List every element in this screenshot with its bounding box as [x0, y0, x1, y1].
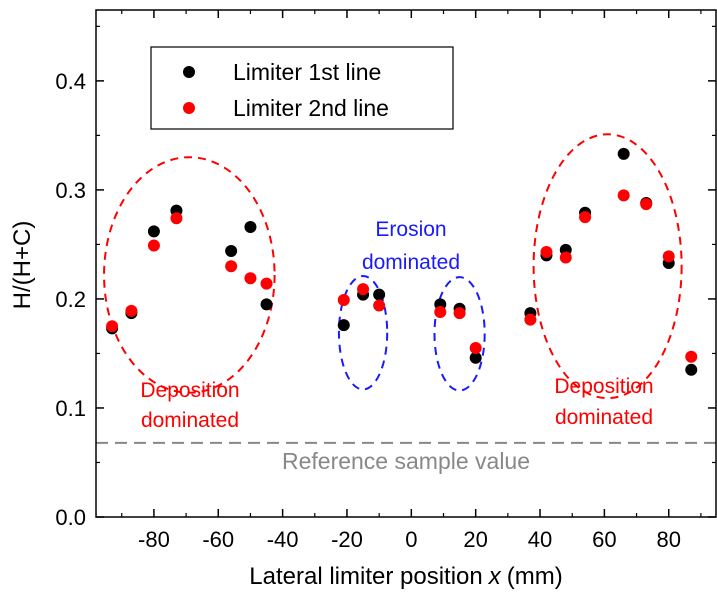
regions-layer: [103, 133, 683, 400]
x-tick-label: -60: [202, 527, 234, 552]
point-1st-line-4: [225, 244, 238, 257]
point-2nd-line-19: [662, 250, 675, 263]
x-tick-label: -80: [138, 527, 170, 552]
x-tick-label: -40: [267, 527, 299, 552]
point-2nd-line-5: [244, 272, 257, 285]
legend-marker-1st-line: [183, 66, 195, 78]
x-axis-title-unit: (mm): [507, 563, 563, 590]
annotations: Deposition dominated Erosion dominated D…: [140, 218, 653, 432]
point-1st-line-9: [373, 288, 386, 301]
y-tick-label: 0.0: [55, 505, 86, 530]
legend-label-2nd-line: Limiter 2nd line: [233, 95, 389, 121]
y-tick-label: 0.3: [55, 178, 86, 203]
plot-frame: [95, 9, 717, 518]
reference-label: Reference sample value: [282, 448, 530, 474]
point-2nd-line-13: [524, 313, 537, 326]
y-tick-label: 0.1: [55, 396, 86, 421]
left-deposition-label-2: dominated: [141, 409, 239, 432]
erosion-label-2: dominated: [362, 251, 460, 274]
legend-box: [150, 46, 454, 130]
region-ellipse-0: [103, 156, 276, 394]
point-2nd-line-7: [337, 294, 350, 307]
point-2nd-line-1: [125, 304, 138, 317]
point-1st-line-2: [147, 225, 160, 238]
reference-line-layer: Reference sample value: [96, 441, 717, 474]
region-ellipse-1: [337, 275, 389, 391]
x-axis-title: Lateral limiter position x (mm): [249, 563, 562, 590]
point-2nd-line-4: [225, 260, 238, 273]
point-1st-line-12: [469, 351, 482, 364]
erosion-label: Erosion: [375, 218, 446, 241]
x-ticks: -80 -60 -40 -20 0 20 40 60 80: [121, 10, 702, 552]
point-2nd-line-3: [170, 212, 183, 225]
point-2nd-line-0: [106, 320, 119, 333]
legend-marker-2nd-line: [183, 102, 195, 114]
point-2nd-line-17: [617, 189, 630, 202]
x-tick-label: 0: [405, 527, 417, 552]
point-1st-line-6: [260, 298, 273, 311]
point-1st-line-7: [337, 319, 350, 332]
point-2nd-line-2: [147, 239, 160, 252]
point-1st-line-5: [244, 220, 257, 233]
legend: Limiter 1st line Limiter 2nd line: [150, 46, 454, 130]
right-deposition-label: Deposition: [554, 375, 653, 398]
point-1st-line-17: [617, 147, 630, 160]
x-axis-title-main: Lateral limiter position: [249, 563, 482, 590]
point-2nd-line-8: [357, 283, 370, 296]
x-tick-label: 40: [528, 527, 552, 552]
point-2nd-line-6: [260, 277, 273, 290]
x-tick-label: 80: [656, 527, 680, 552]
point-2nd-line-18: [640, 198, 653, 211]
y-ticks: 0.0 0.1 0.2 0.3 0.4: [55, 25, 716, 530]
axes-layer: [95, 9, 717, 518]
point-2nd-line-14: [540, 246, 553, 259]
y-axis-title: H/(H+C): [9, 221, 36, 310]
region-ellipse-2: [433, 276, 486, 392]
left-deposition-label: Deposition: [140, 379, 239, 402]
x-tick-label: -20: [331, 527, 363, 552]
points-layer: [106, 147, 698, 376]
point-2nd-line-16: [579, 211, 592, 224]
x-tick-label: 60: [592, 527, 616, 552]
point-2nd-line-10: [434, 306, 447, 319]
point-1st-line-20: [685, 363, 698, 376]
x-axis-title-var: x: [488, 563, 502, 590]
point-2nd-line-12: [469, 342, 482, 354]
region-ellipse-3: [532, 133, 683, 400]
y-tick-label: 0.2: [55, 287, 86, 312]
point-2nd-line-9: [373, 299, 386, 312]
y-tick-label: 0.4: [55, 69, 86, 94]
right-deposition-label-2: dominated: [555, 406, 653, 429]
x-tick-label: 20: [463, 527, 487, 552]
point-2nd-line-15: [559, 251, 572, 264]
point-2nd-line-11: [453, 307, 466, 320]
point-2nd-line-20: [685, 350, 698, 363]
legend-label-1st-line: Limiter 1st line: [233, 59, 381, 85]
